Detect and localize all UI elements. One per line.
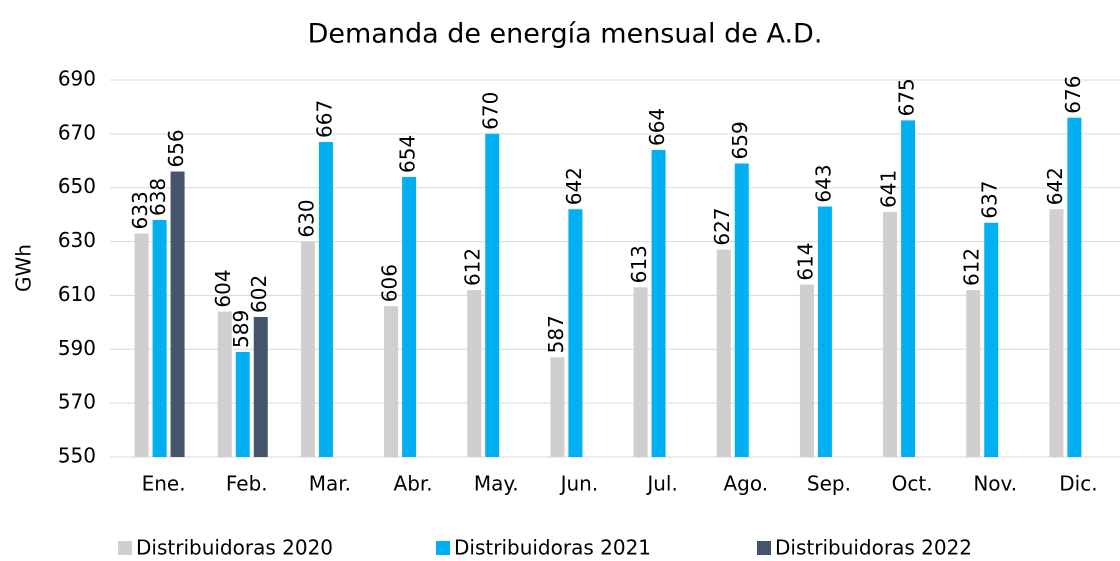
y-tick-label: 690 (58, 67, 96, 91)
bar (716, 249, 731, 457)
bar (152, 220, 167, 457)
data-label: 667 (312, 100, 336, 138)
data-label: 627 (710, 207, 734, 245)
x-tick-label: May. (474, 472, 519, 496)
data-label: 637 (978, 181, 1002, 219)
legend-swatch (757, 541, 771, 555)
data-label: 642 (562, 167, 586, 205)
x-tick-label: Dic. (1059, 472, 1097, 496)
y-tick-label: 550 (58, 444, 96, 468)
data-label: 675 (895, 78, 919, 116)
bar (550, 357, 565, 457)
bar (734, 163, 749, 457)
bar (253, 316, 268, 457)
x-tick-label: Ago. (723, 472, 768, 496)
data-label: 604 (211, 269, 235, 307)
legend-swatch (118, 541, 132, 555)
bar (217, 311, 232, 457)
chart-title: Demanda de energía mensual de A.D. (308, 19, 823, 50)
data-label: 656 (164, 129, 188, 167)
data-label: 642 (1043, 167, 1067, 205)
data-label: 630 (294, 199, 318, 237)
legend-label: Distribuidoras 2020 (136, 536, 333, 560)
y-tick-label: 570 (58, 390, 96, 414)
data-label: 613 (627, 245, 651, 283)
x-tick-label: Ene. (142, 472, 186, 496)
y-axis-label: GWh (12, 244, 36, 292)
x-tick-label: Jul. (645, 472, 678, 496)
bar (467, 290, 482, 457)
data-label: 670 (479, 92, 503, 130)
bar (568, 209, 583, 457)
y-tick-label: 630 (58, 228, 96, 252)
bar (235, 351, 250, 457)
data-label: 638 (146, 178, 170, 216)
x-tick-label: Abr. (394, 472, 433, 496)
x-tick-label: Feb. (226, 472, 268, 496)
data-label: 612 (461, 248, 485, 286)
x-tick-label: Jun. (559, 472, 599, 496)
bar (651, 150, 666, 457)
data-label: 654 (396, 135, 420, 173)
data-label: 676 (1061, 76, 1085, 114)
y-tick-label: 610 (58, 282, 96, 306)
x-tick-label: Mar. (309, 472, 351, 496)
bar (901, 120, 916, 458)
bar (134, 233, 149, 457)
data-label: 589 (229, 310, 253, 348)
legend-label: Distribuidoras 2022 (775, 536, 972, 560)
data-label: 633 (128, 191, 152, 229)
bar (300, 241, 315, 457)
data-label: 602 (247, 275, 271, 313)
y-tick-label: 650 (58, 174, 96, 198)
y-tick-label: 590 (58, 336, 96, 360)
x-tick-label: Nov. (973, 472, 1017, 496)
bar (1049, 209, 1064, 457)
data-label: 664 (645, 108, 669, 146)
y-tick-label: 670 (58, 120, 96, 144)
data-label: 614 (793, 242, 817, 280)
x-tick-label: Oct. (892, 472, 933, 496)
legend-swatch (436, 541, 450, 555)
data-label: 587 (544, 315, 568, 353)
bar (817, 206, 832, 457)
bar (799, 284, 814, 457)
bar (1067, 117, 1082, 457)
data-label: 612 (960, 248, 984, 286)
bar (966, 290, 981, 457)
bar (883, 211, 898, 457)
bar (384, 306, 399, 457)
x-tick-label: Sep. (807, 472, 851, 496)
bar (170, 171, 185, 458)
bar (318, 141, 333, 457)
data-label: 643 (811, 164, 835, 202)
bar (485, 133, 500, 457)
bar (633, 287, 648, 457)
data-label: 659 (728, 121, 752, 159)
data-label: 606 (378, 264, 402, 302)
data-label: 641 (877, 170, 901, 208)
bar (984, 222, 999, 457)
bar (402, 176, 417, 457)
legend-label: Distribuidoras 2021 (454, 536, 651, 560)
